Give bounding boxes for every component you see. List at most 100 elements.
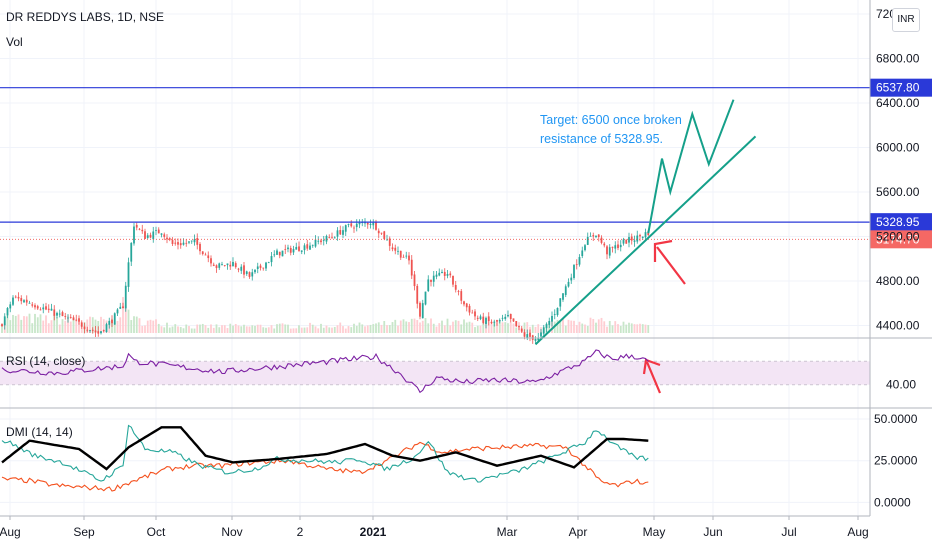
candle-body: [105, 324, 108, 333]
candle-body: [515, 321, 518, 327]
candle-body: [614, 245, 617, 249]
candle-body: [633, 240, 636, 242]
volume-bar: [182, 328, 185, 333]
candle-body: [215, 265, 218, 269]
candle-body: [573, 265, 575, 278]
candle-body: [72, 317, 75, 321]
candle-body: [454, 284, 457, 290]
candle-body: [168, 238, 171, 240]
volume-bar: [639, 323, 641, 333]
candle-body: [50, 308, 53, 311]
price-arrow: [653, 239, 686, 285]
volume-bar: [592, 318, 595, 333]
volume-bar: [575, 324, 578, 333]
candle-body: [586, 236, 589, 245]
volume-bar: [185, 324, 188, 333]
candle-body: [597, 234, 600, 238]
candle-body: [344, 225, 347, 232]
volume-bar: [482, 322, 485, 333]
volume-bar: [625, 324, 628, 333]
candle-body: [416, 285, 419, 304]
volume-bar: [212, 327, 215, 333]
candle-body: [501, 317, 504, 319]
candle-body: [133, 226, 135, 244]
volume-bar: [34, 313, 36, 333]
volume-bar: [135, 316, 138, 333]
volume-bar: [606, 326, 608, 333]
candle-body: [86, 329, 89, 331]
candle-body: [157, 229, 160, 234]
x-tick-label: Jul: [781, 525, 796, 539]
volume-bar: [369, 324, 372, 333]
volume-bar: [416, 320, 419, 333]
volume-bar: [190, 328, 193, 333]
volume-bar: [424, 318, 427, 333]
volume-bar: [380, 324, 383, 333]
candle-body: [523, 332, 526, 337]
candle-body: [592, 235, 595, 237]
volume-bar: [42, 320, 45, 333]
candle-body: [298, 246, 300, 251]
volume-bar: [619, 325, 622, 333]
volume-bar: [419, 322, 421, 333]
candle-body: [325, 235, 328, 242]
volume-bar: [300, 327, 303, 333]
volume-bar: [100, 316, 102, 333]
volume-bar: [215, 324, 218, 333]
volume-bar: [641, 324, 644, 333]
x-tick-label: 2: [297, 525, 304, 539]
candle-body: [281, 250, 284, 257]
volume-bar: [256, 324, 259, 333]
volume-bar: [56, 317, 58, 333]
candle-body: [507, 315, 509, 317]
volume-bar: [309, 322, 311, 333]
candle-body: [14, 296, 17, 298]
volume-bar: [243, 324, 245, 333]
volume-bar: [133, 316, 135, 333]
volume-bar: [430, 318, 432, 333]
candle-body: [251, 272, 254, 277]
candle-body: [430, 279, 432, 282]
volume-bar: [149, 319, 152, 333]
candle-body: [366, 222, 369, 225]
volume-bar: [397, 325, 399, 333]
candle-body: [540, 332, 542, 337]
volume-bar: [526, 322, 529, 333]
candle-body: [342, 230, 344, 235]
candle-body: [542, 327, 545, 334]
volume-bar: [361, 324, 364, 333]
candle-body: [9, 304, 12, 309]
volume-bar: [102, 319, 105, 333]
candle-body: [622, 239, 625, 244]
adx-line: [1, 426, 649, 471]
volume-bar: [633, 324, 636, 333]
candle-body: [397, 250, 399, 252]
candle-body: [443, 271, 446, 276]
currency-badge[interactable]: INR: [892, 8, 920, 32]
candle-body: [259, 265, 262, 268]
volume-bar: [67, 315, 69, 333]
volume-bar: [157, 323, 160, 333]
volume-bar: [471, 322, 474, 333]
candle-body: [278, 251, 281, 256]
x-tick-label: Apr: [569, 525, 588, 539]
volume-bar: [6, 315, 9, 333]
volume-bar: [336, 325, 339, 333]
candle-body: [496, 320, 498, 322]
volume-bar: [138, 318, 141, 333]
candle-body: [207, 255, 210, 259]
candle-body: [452, 275, 454, 285]
candle-body: [410, 259, 413, 276]
volume-bar: [234, 324, 237, 333]
volume-bar: [210, 324, 212, 333]
volume-bar: [372, 324, 375, 333]
candle-body: [273, 254, 276, 256]
candle-body: [163, 234, 166, 237]
candle-body: [339, 230, 342, 235]
price-tick-label: 5200.00: [876, 230, 920, 244]
candle-body: [509, 313, 512, 319]
volume-bar: [350, 327, 353, 333]
candle-body: [589, 235, 592, 237]
